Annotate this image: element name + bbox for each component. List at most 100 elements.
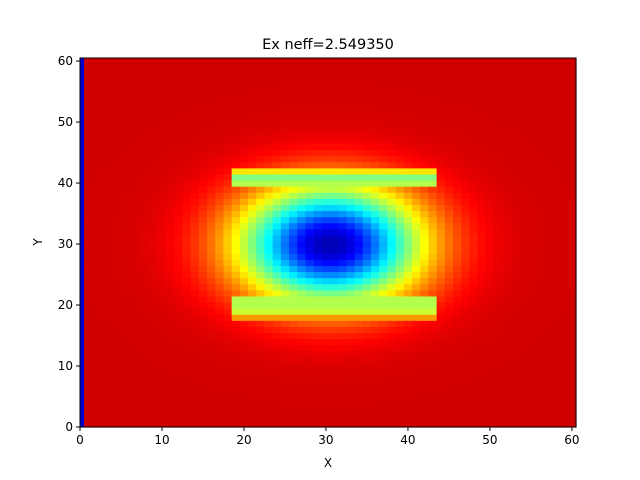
heatmap-cell: [108, 265, 118, 273]
heatmap-cell: [444, 332, 454, 340]
heatmap-cell: [92, 259, 102, 266]
heatmap-cell: [248, 143, 257, 151]
heatmap-cell: [551, 167, 561, 175]
heatmap-cell: [371, 112, 380, 120]
heatmap-cell: [92, 423, 102, 428]
heatmap-cell: [313, 350, 323, 358]
heatmap-cell: [272, 161, 282, 169]
heatmap-cell: [387, 301, 397, 309]
heatmap-cell: [239, 70, 249, 77]
heatmap-cell: [346, 375, 356, 382]
heatmap-cell: [264, 155, 274, 163]
heatmap-cell: [280, 149, 290, 157]
heatmap-cell: [239, 387, 249, 395]
heatmap-cell: [395, 100, 405, 108]
heatmap-cell: [412, 118, 421, 126]
heatmap-cell: [248, 82, 257, 90]
heatmap-cell: [272, 58, 282, 65]
heatmap-cell: [330, 161, 339, 169]
heatmap-cell: [207, 82, 216, 90]
heatmap-cell: [174, 143, 184, 151]
heatmap-cell: [502, 344, 512, 352]
heatmap-cell: [567, 399, 577, 407]
heatmap-cell: [477, 344, 487, 352]
heatmap-cell: [477, 186, 487, 193]
heatmap-cell: [559, 198, 569, 205]
heatmap-cell: [174, 356, 184, 364]
heatmap-cell: [182, 247, 192, 254]
heatmap-cell: [535, 247, 544, 254]
heatmap-cell: [190, 137, 200, 144]
heatmap-cell: [264, 259, 274, 266]
heatmap-cell: [149, 192, 159, 199]
heatmap-cell: [387, 381, 397, 388]
heatmap-cell: [248, 295, 257, 303]
heatmap-cell: [371, 326, 380, 334]
heatmap-cell: [502, 314, 512, 321]
heatmap-cell: [461, 149, 471, 157]
heatmap-cell: [469, 301, 479, 309]
heatmap-cell: [403, 283, 413, 291]
heatmap-cell: [264, 277, 274, 285]
heatmap-cell: [174, 106, 184, 114]
heatmap-cell: [280, 369, 290, 376]
heatmap-cell: [116, 326, 126, 334]
heatmap-cell: [535, 125, 544, 132]
heatmap-cell: [272, 137, 282, 144]
heatmap-cell: [526, 204, 536, 212]
heatmap-cell: [207, 295, 216, 303]
heatmap-cell: [116, 247, 126, 254]
heatmap-cell: [321, 417, 331, 425]
heatmap-cell: [84, 417, 93, 425]
heatmap-cell: [133, 186, 143, 193]
heatmap-cell: [248, 155, 257, 163]
heatmap-cell: [453, 375, 462, 382]
heatmap-cell: [502, 356, 512, 364]
heatmap-cell: [362, 399, 372, 407]
heatmap-cell: [354, 82, 364, 90]
heatmap-cell: [436, 228, 446, 236]
heatmap-cell: [379, 393, 389, 401]
heatmap-cell: [461, 308, 471, 315]
heatmap-cell: [559, 192, 569, 199]
heatmap-cell: [313, 399, 323, 407]
heatmap-cell: [477, 204, 487, 212]
heatmap-cell: [289, 210, 298, 218]
heatmap-cell: [100, 314, 110, 321]
heatmap-cell: [80, 198, 85, 205]
heatmap-cell: [518, 265, 528, 273]
heatmap-cell: [289, 94, 298, 102]
heatmap-cell: [92, 143, 102, 151]
heatmap-cell: [428, 192, 438, 199]
heatmap-cell: [264, 76, 274, 83]
heatmap-cell: [444, 271, 454, 279]
heatmap-cell: [100, 320, 110, 327]
heatmap-cell: [461, 155, 471, 163]
heatmap-cell: [157, 173, 167, 181]
heatmap-cell: [338, 118, 348, 126]
heatmap-cell: [166, 387, 175, 395]
heatmap-cell: [502, 186, 512, 193]
heatmap-cell: [428, 173, 438, 181]
heatmap-cell: [182, 131, 192, 138]
heatmap-cell: [141, 222, 151, 230]
heatmap-cell: [379, 338, 389, 346]
heatmap-cell: [535, 350, 544, 358]
heatmap-cell: [362, 143, 372, 151]
heatmap-cell: [485, 362, 495, 370]
heatmap-cell: [215, 301, 225, 309]
heatmap-cell: [125, 186, 134, 193]
heatmap-cell: [567, 277, 577, 285]
heatmap-cell: [141, 399, 151, 407]
heatmap-cell: [535, 161, 544, 169]
heatmap-cell: [207, 369, 216, 376]
heatmap-cell: [403, 240, 413, 248]
heatmap-cell: [297, 137, 307, 144]
heatmap-cell: [239, 82, 249, 90]
heatmap-cell: [403, 393, 413, 401]
heatmap-cell: [141, 332, 151, 340]
heatmap-cell: [141, 283, 151, 291]
heatmap-cell: [166, 106, 175, 114]
heatmap-cell: [346, 326, 356, 334]
heatmap-cell: [231, 173, 241, 181]
